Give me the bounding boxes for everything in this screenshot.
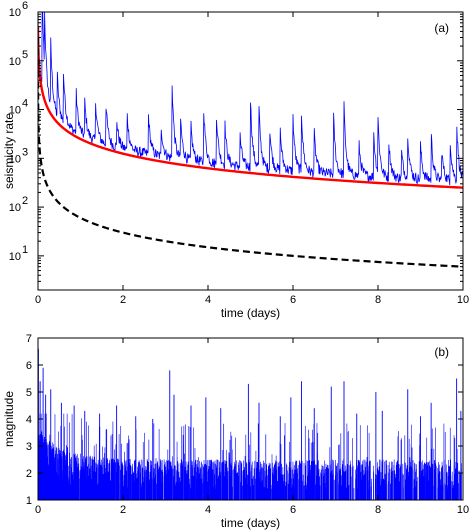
panel-a-y-tick-label: 10 bbox=[9, 105, 21, 117]
panel-a-y-tick-exponent: 5 bbox=[22, 49, 28, 61]
panel-b-y-tick-label: 5 bbox=[26, 387, 32, 399]
panel-a-series-group bbox=[38, 12, 463, 268]
panel-b-y-tick-label: 3 bbox=[26, 441, 32, 453]
panel-b-stems-group bbox=[38, 348, 462, 500]
panel-b-y-tick-label: 6 bbox=[26, 360, 32, 372]
panel-b-y-tick-label: 2 bbox=[26, 468, 32, 480]
panel-a-frame bbox=[37, 11, 464, 291]
panel-a-x-tick-label: 10 bbox=[457, 294, 469, 306]
panel-a-y-tick-exponent: 3 bbox=[22, 146, 28, 158]
panel-b-dense-stems bbox=[38, 413, 462, 500]
panel-a-x-tick-label: 4 bbox=[205, 294, 211, 306]
panel-a-label: (a) bbox=[434, 21, 449, 35]
panel-b-y-ticks: 1 2 3 4 5 6 7 bbox=[26, 333, 463, 507]
panel-a-background-dashed-line bbox=[38, 37, 463, 268]
panel-a-x-tick-label: 8 bbox=[375, 294, 381, 306]
panel-b-y-tick-label: 1 bbox=[26, 495, 32, 507]
panel-b-plot-area bbox=[38, 348, 462, 500]
panel-a-x-tick-label: 2 bbox=[120, 294, 126, 306]
panel-a-x-ticks: 0 2 4 6 8 10 bbox=[35, 12, 469, 306]
panel-b-y-axis-label: magnitude bbox=[2, 391, 16, 447]
panel-b-x-tick-label: 0 bbox=[35, 504, 41, 516]
panel-a-x-axis-label: time (days) bbox=[221, 306, 280, 320]
panel-b-y-tick-label: 4 bbox=[26, 414, 32, 426]
panel-a-y-tick-label: 10 bbox=[9, 202, 21, 214]
panel-b-x-ticks: 0 2 4 6 8 10 bbox=[35, 338, 469, 516]
panel-a-y-tick-label: 10 bbox=[9, 7, 21, 19]
panel-a-y-tick-label: 10 bbox=[9, 153, 21, 165]
panel-b-x-tick-label: 2 bbox=[120, 504, 126, 516]
panel-b-x-axis-label: time (days) bbox=[221, 516, 280, 530]
panel-b-x-tick-label: 4 bbox=[205, 504, 211, 516]
panel-a-model-fit-line bbox=[38, 26, 463, 189]
panel-b-x-tick-label: 6 bbox=[290, 504, 296, 516]
panel-b-label: (b) bbox=[434, 345, 449, 359]
panel-a-y-tick-exponent: 2 bbox=[22, 195, 28, 207]
panel-b-x-tick-label: 10 bbox=[457, 504, 469, 516]
panel-a-x-tick-label: 0 bbox=[35, 294, 41, 306]
panel-a-y-tick-label: 10 bbox=[9, 56, 21, 68]
panel-a-x-tick-label: 6 bbox=[290, 294, 296, 306]
panel-a-y-tick-exponent: 1 bbox=[22, 244, 28, 256]
panel-a-y-tick-exponent: 6 bbox=[22, 0, 28, 12]
panel-a-y-tick-label: 10 bbox=[9, 251, 21, 263]
panel-a-y-tick-exponent: 4 bbox=[22, 98, 28, 110]
panel-b-y-tick-label: 7 bbox=[26, 333, 32, 345]
panel-a-observed-rate-line bbox=[38, 12, 463, 186]
panel-a-y-axis-label: seismicity rate bbox=[2, 113, 16, 189]
panel-b-x-tick-label: 8 bbox=[375, 504, 381, 516]
panel-a-plot-area bbox=[38, 12, 463, 268]
